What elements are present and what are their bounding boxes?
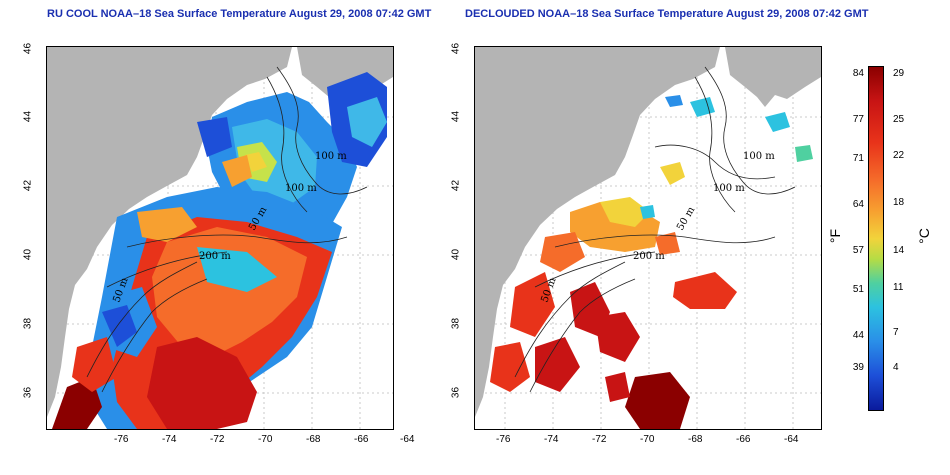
f-tick: 51	[852, 284, 864, 295]
lon-tick: -74	[162, 434, 177, 445]
contour-label-100b: 100 m	[285, 183, 317, 194]
left-map-graphic: 100 m 100 m 50 m 200 m 50 m	[47, 47, 393, 429]
lon-tick: -74	[544, 434, 559, 445]
lon-tick: -72	[592, 434, 607, 445]
contour-label-100a: 100 m	[743, 151, 775, 162]
lat-tick: 36	[450, 386, 462, 399]
celsius-unit-label: °C	[915, 228, 932, 244]
c-tick: 25	[893, 114, 905, 125]
c-tick: 22	[893, 150, 905, 161]
temperature-colorbar	[868, 66, 884, 411]
contour-label-50: 50 m	[675, 205, 697, 233]
c-tick: 18	[893, 197, 905, 208]
c-tick: 7	[893, 327, 899, 338]
lat-tick: 46	[22, 42, 34, 55]
left-sst-map: 100 m 100 m 50 m 200 m 50 m	[46, 46, 394, 430]
lon-tick: -66	[354, 434, 369, 445]
f-tick: 77	[852, 114, 864, 125]
left-sst-raster	[52, 72, 387, 429]
c-tick: 29	[893, 68, 905, 79]
lat-tick: 38	[450, 317, 462, 330]
f-tick: 44	[852, 330, 864, 341]
lon-tick: -70	[640, 434, 655, 445]
contour-label-100a: 100 m	[315, 151, 347, 162]
lat-tick: 42	[450, 179, 462, 192]
lon-tick: -64	[784, 434, 799, 445]
lat-tick: 38	[22, 317, 34, 330]
lon-tick: -72	[210, 434, 225, 445]
lon-tick: -76	[496, 434, 511, 445]
f-tick: 84	[852, 68, 864, 79]
c-tick: 11	[893, 282, 904, 293]
right-land-nova-scotia	[725, 47, 821, 107]
lon-tick: -70	[258, 434, 273, 445]
fahrenheit-unit-label: °F	[827, 228, 844, 244]
lon-tick: -66	[736, 434, 751, 445]
contour-label-200: 200 m	[199, 251, 231, 262]
lon-tick: -76	[114, 434, 129, 445]
c-tick: 14	[893, 245, 905, 256]
lat-tick: 40	[22, 248, 34, 261]
f-tick: 64	[852, 199, 864, 210]
f-tick: 71	[852, 153, 864, 164]
lon-tick: -68	[688, 434, 703, 445]
f-tick: 57	[852, 245, 864, 256]
lat-tick: 36	[22, 386, 34, 399]
lon-tick: -68	[306, 434, 321, 445]
left-land	[47, 47, 292, 417]
c-tick: 4	[893, 362, 899, 373]
right-sst-map: 100 m 100 m 50 m 200 m 50 m	[474, 46, 822, 430]
contour-label-200: 200 m	[633, 251, 665, 262]
lat-tick: 42	[22, 179, 34, 192]
left-map-title: RU COOL NOAA–18 Sea Surface Temperature …	[47, 8, 432, 20]
right-contours	[514, 66, 796, 393]
right-land	[475, 47, 720, 417]
left-contours	[86, 66, 368, 393]
f-tick: 39	[852, 362, 864, 373]
lat-tick: 46	[450, 42, 462, 55]
lat-tick: 44	[450, 110, 462, 123]
lon-tick: -64	[400, 434, 415, 445]
right-map-graphic: 100 m 100 m 50 m 200 m 50 m	[475, 47, 821, 429]
right-map-title: DECLOUDED NOAA–18 Sea Surface Temperatur…	[465, 8, 869, 20]
lat-tick: 44	[22, 110, 34, 123]
lat-tick: 40	[450, 248, 462, 261]
contour-label-100b: 100 m	[713, 183, 745, 194]
